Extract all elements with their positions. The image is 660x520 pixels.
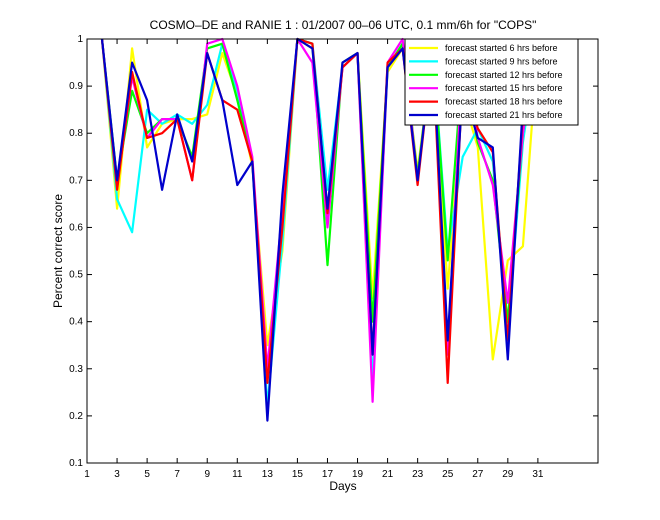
y-tick-label: 0.2: [69, 411, 83, 422]
y-tick-label: 0.7: [69, 175, 83, 186]
x-tick-label: 7: [174, 469, 180, 480]
y-tick-label: 0.6: [69, 222, 83, 233]
y-axis-label: Percent correct score: [51, 194, 65, 308]
x-tick-label: 29: [502, 469, 514, 480]
plot-frame: [86, 38, 599, 464]
x-tick-label: 13: [262, 469, 274, 480]
x-tick-label: 31: [532, 469, 544, 480]
y-tick-label: 0.9: [69, 81, 83, 92]
y-tick-label: 0.5: [69, 270, 83, 281]
y-tick-label: 0.3: [69, 364, 83, 375]
x-tick-label: 25: [442, 469, 454, 480]
x-tick-label: 23: [412, 469, 424, 480]
legend: forecast started 6 hrs before forecast st…: [404, 38, 579, 126]
x-tick-label: 3: [114, 469, 120, 480]
x-tick-label: 19: [352, 469, 364, 480]
x-tick-label: 21: [382, 469, 394, 480]
legend-label: forecast started 15 hrs before: [445, 83, 563, 93]
x-axis: 1 3 5 7 9 11 13 15 17 19 21 23 25 27 29 31: [84, 39, 544, 480]
x-axis-label: Days: [329, 479, 356, 493]
x-tick-label: 27: [472, 469, 484, 480]
y-tick-label: 1: [77, 34, 83, 45]
x-tick-label: 15: [292, 469, 304, 480]
x-tick-label: 1: [84, 469, 90, 480]
x-tick-label: 17: [322, 469, 334, 480]
legend-label: forecast started 9 hrs before: [445, 56, 558, 66]
y-tick-label: 0.1: [69, 458, 83, 469]
legend-label: forecast started 18 hrs before: [445, 97, 563, 107]
x-tick-label: 5: [144, 469, 150, 480]
y-tick-label: 0.8: [69, 128, 83, 139]
chart-title: COSMO–DE and RANIE 1 : 01/2007 00–06 UTC…: [150, 18, 537, 32]
legend-label: forecast started 6 hrs before: [445, 43, 558, 53]
x-tick-label: 11: [232, 469, 243, 480]
y-axis: 0.1 0.2 0.3 0.4 0.5 0.6 0.7 0.8 0.9 1: [69, 34, 598, 469]
y-tick-label: 0.4: [69, 317, 83, 328]
x-tick-label: 9: [204, 469, 210, 480]
legend-box: [404, 38, 579, 126]
legend-label: forecast started 12 hrs before: [445, 70, 563, 80]
legend-label: forecast started 21 hrs before: [445, 110, 563, 120]
